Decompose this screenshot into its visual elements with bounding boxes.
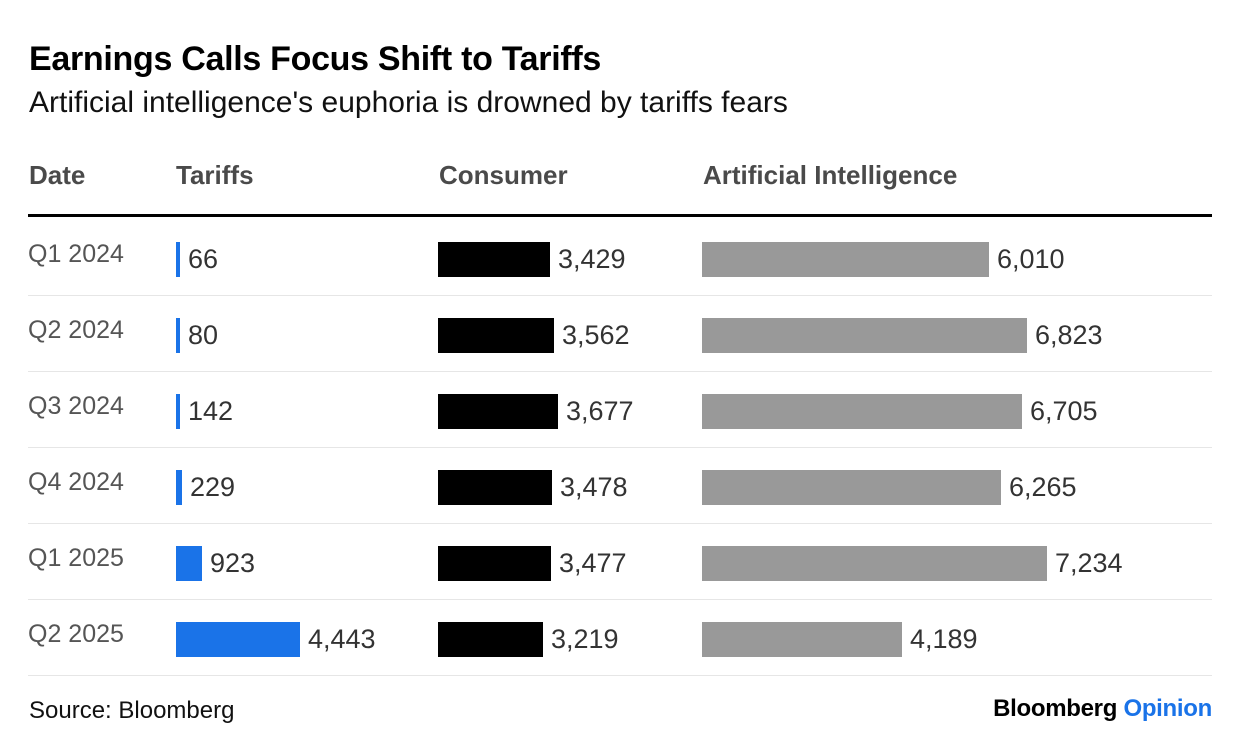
tariffs-value-label: 142 [188, 396, 234, 426]
row-divider [28, 523, 1212, 524]
date-label: Q1 2024 [28, 240, 124, 268]
source-note: Source: Bloomberg [29, 697, 235, 724]
consumer-bar [438, 318, 554, 353]
consumer-value-label: 3,219 [551, 624, 619, 654]
ai-value-label: 6,823 [1035, 320, 1103, 350]
ai-bar [702, 470, 1001, 505]
date-label: Q3 2024 [28, 392, 124, 420]
tariffs-value-label: 80 [188, 320, 219, 350]
date-label: Q1 2025 [28, 544, 124, 572]
tariffs-bar [176, 242, 180, 277]
consumer-bar [438, 622, 543, 657]
tariffs-bar [176, 622, 300, 657]
tariffs-value-label: 4,443 [308, 624, 376, 654]
column-header-tariffs: Tariffs [176, 160, 254, 190]
tariffs-bar [176, 470, 182, 505]
tariffs-bar [176, 318, 180, 353]
ai-value-label: 4,189 [910, 624, 978, 654]
brand-logo: Bloomberg Opinion [993, 695, 1212, 723]
table-row: Q1 2025 923 3,477 7,234 [28, 524, 1212, 600]
chart-subtitle: Artificial intelligence's euphoria is dr… [29, 86, 788, 119]
consumer-value-label: 3,429 [558, 244, 626, 274]
tariffs-value-label: 229 [190, 472, 236, 502]
tariffs-bar [176, 394, 180, 429]
table-row: Q2 2024 80 3,562 6,823 [28, 296, 1212, 372]
brand-primary: Bloomberg [993, 695, 1118, 722]
ai-bar [702, 622, 902, 657]
ai-value-label: 6,705 [1030, 396, 1098, 426]
row-divider [28, 447, 1212, 448]
date-label: Q4 2024 [28, 468, 124, 496]
consumer-bar [438, 470, 552, 505]
table-row: Q4 2024 229 3,478 6,265 [28, 448, 1212, 524]
consumer-bar [438, 546, 551, 581]
ai-bar [702, 242, 989, 277]
column-header-date: Date [29, 160, 86, 190]
header-rule [28, 214, 1212, 217]
row-divider [28, 295, 1212, 296]
consumer-value-label: 3,562 [562, 320, 630, 350]
ai-value-label: 6,010 [997, 244, 1065, 274]
consumer-value-label: 3,677 [566, 396, 634, 426]
date-label: Q2 2025 [28, 620, 124, 648]
consumer-value-label: 3,478 [560, 472, 628, 502]
table-row: Q3 2024 142 3,677 6,705 [28, 372, 1212, 448]
ai-bar [702, 546, 1047, 581]
column-header-ai: Artificial Intelligence [703, 160, 958, 190]
ai-value-label: 7,234 [1055, 548, 1123, 578]
tariffs-value-label: 923 [210, 548, 256, 578]
table-row: Q2 2025 4,443 3,219 4,189 [28, 600, 1212, 676]
brand-secondary: Opinion [1123, 695, 1212, 722]
row-divider [28, 371, 1212, 372]
chart-title: Earnings Calls Focus Shift to Tariffs [29, 40, 602, 78]
ai-bar [702, 394, 1022, 429]
column-header-consumer: Consumer [439, 160, 568, 190]
tariffs-value-label: 66 [188, 244, 219, 274]
ai-bar [702, 318, 1027, 353]
consumer-value-label: 3,477 [559, 548, 627, 578]
consumer-bar [438, 242, 550, 277]
row-divider [28, 675, 1212, 676]
row-divider [28, 599, 1212, 600]
consumer-bar [438, 394, 558, 429]
ai-value-label: 6,265 [1009, 472, 1077, 502]
date-label: Q2 2024 [28, 316, 124, 344]
tariffs-bar [176, 546, 202, 581]
table-row: Q1 2024 66 3,429 6,010 [28, 220, 1212, 296]
